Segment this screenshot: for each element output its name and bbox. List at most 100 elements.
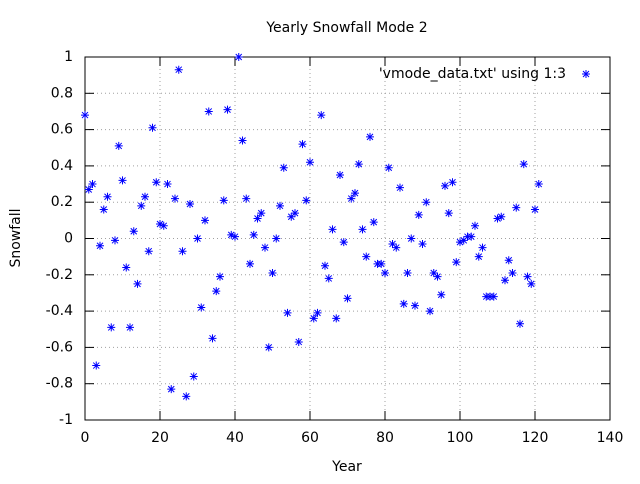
point <box>411 301 419 310</box>
point <box>216 272 224 281</box>
point <box>534 180 543 189</box>
legend-label: 'vmode_data.txt' using 1:3 <box>379 66 566 82</box>
x-tick-label: 40 <box>226 430 244 446</box>
point <box>197 303 206 312</box>
point <box>126 323 134 332</box>
point <box>317 111 326 120</box>
point <box>369 218 378 227</box>
y-tick-label: 0 <box>64 231 73 247</box>
point <box>302 196 311 205</box>
point <box>354 160 363 169</box>
point <box>294 337 303 346</box>
point <box>178 247 187 256</box>
point <box>84 185 93 194</box>
point <box>159 221 168 230</box>
point <box>171 194 179 203</box>
point <box>152 178 161 187</box>
point <box>234 53 243 61</box>
point <box>426 307 434 316</box>
point <box>163 180 172 189</box>
chart-title: Yearly Snowfall Mode 2 <box>265 20 427 36</box>
point <box>81 111 89 120</box>
point <box>279 163 288 172</box>
plot-border <box>84 56 611 421</box>
point <box>459 236 468 245</box>
point <box>433 272 442 281</box>
y-tick-label: 0.8 <box>51 85 73 101</box>
point <box>276 201 284 210</box>
y-tick-label: -0.2 <box>46 267 73 283</box>
point <box>298 140 307 149</box>
point <box>403 268 412 277</box>
point <box>291 209 299 218</box>
point <box>508 268 517 277</box>
point <box>396 183 404 192</box>
point <box>392 243 401 252</box>
point <box>204 107 213 116</box>
point <box>456 238 464 247</box>
point <box>249 230 258 239</box>
point <box>422 198 431 207</box>
point <box>227 230 236 239</box>
point <box>358 225 367 234</box>
point <box>257 209 266 218</box>
point <box>332 314 341 323</box>
point <box>107 323 116 332</box>
point <box>137 201 146 210</box>
point <box>531 205 539 214</box>
y-tick-label: -0.8 <box>46 376 73 392</box>
point <box>414 210 423 219</box>
point <box>306 158 314 167</box>
point <box>186 200 194 209</box>
point <box>399 299 408 308</box>
point <box>377 259 386 268</box>
point <box>189 372 198 381</box>
point <box>516 319 524 328</box>
point <box>238 136 247 145</box>
point <box>141 192 149 201</box>
point <box>478 243 487 252</box>
x-tick-label: 60 <box>301 430 319 446</box>
point <box>467 232 476 241</box>
point <box>448 178 457 187</box>
x-tick-label: 120 <box>522 430 549 446</box>
point <box>272 234 281 243</box>
point <box>519 160 528 169</box>
point <box>351 189 359 198</box>
x-tick-label: 80 <box>376 430 394 446</box>
point <box>444 209 453 218</box>
point <box>103 192 112 201</box>
point <box>193 234 202 243</box>
y-tick-label: -1 <box>59 412 73 428</box>
point <box>208 334 217 343</box>
point <box>471 221 479 230</box>
point <box>253 214 262 223</box>
point <box>219 196 228 205</box>
point <box>212 287 221 296</box>
point <box>156 219 164 228</box>
point <box>118 176 127 185</box>
point <box>122 263 131 272</box>
point <box>167 385 176 394</box>
point <box>384 163 393 172</box>
point <box>264 343 273 352</box>
point <box>242 194 251 203</box>
point <box>512 203 521 212</box>
point <box>246 259 254 268</box>
point <box>321 261 329 270</box>
point <box>381 268 389 277</box>
point <box>504 256 513 265</box>
point <box>92 361 101 370</box>
point <box>324 274 333 283</box>
point <box>474 252 483 261</box>
point <box>429 268 438 277</box>
point <box>388 239 397 248</box>
point <box>418 239 427 248</box>
point <box>313 308 322 317</box>
point <box>489 292 498 301</box>
point <box>114 141 123 150</box>
point <box>96 241 104 250</box>
point <box>362 252 371 261</box>
